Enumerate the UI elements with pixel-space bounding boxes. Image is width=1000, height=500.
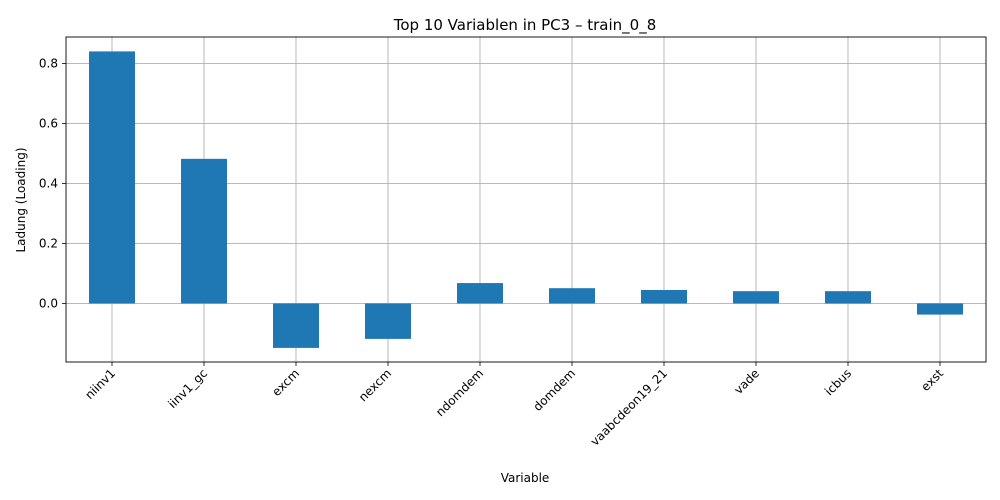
y-tick-label: 0.4 [39,176,58,190]
x-tick-label: excm [269,366,302,399]
x-tick-label: ndomdem [433,366,486,419]
x-tick-label: niinv1 [82,366,118,402]
x-tick-label: vaabcdeon19_21 [588,366,670,448]
plot-frame [65,36,987,363]
y-axis-ticks: 0.0 0.2 0.4 0.6 0.8 [39,56,66,310]
bar-vaabcdeon19_21 [641,289,687,304]
axes [65,36,987,363]
x-tick-label: vade [731,366,762,397]
y-tick-label: 0.2 [39,236,58,250]
bar-nexcm [365,303,411,339]
x-tick-label: domdem [531,366,579,414]
y-tick-label: 0.6 [39,116,58,130]
bar-niinv1 [89,51,135,304]
x-axis-label: Variable [501,471,550,485]
bar-excm [273,303,319,348]
x-tick-label: iinv1_gc [165,366,210,411]
y-tick-label: 0.0 [39,296,58,310]
bars [89,51,963,348]
bar-vade [733,291,779,304]
x-axis-ticks: niinv1 iinv1_gc excm nexcm ndomdem domdem vaab… [82,362,946,449]
bar-exst [917,303,963,315]
bar-ndomdem [457,283,503,304]
x-tick-label: exst [918,366,946,394]
y-tick-label: 0.8 [39,56,58,70]
x-tick-label: nexcm [356,366,394,404]
bar-domdem [549,288,595,304]
x-tick-label: icbus [822,366,854,398]
y-axis-label: Ladung (Loading) [14,147,28,252]
bar-icbus [825,291,871,304]
bar-iinv1_gc [181,158,227,304]
chart-title: Top 10 Variablen in PC3 – train_0_8 [393,16,657,35]
